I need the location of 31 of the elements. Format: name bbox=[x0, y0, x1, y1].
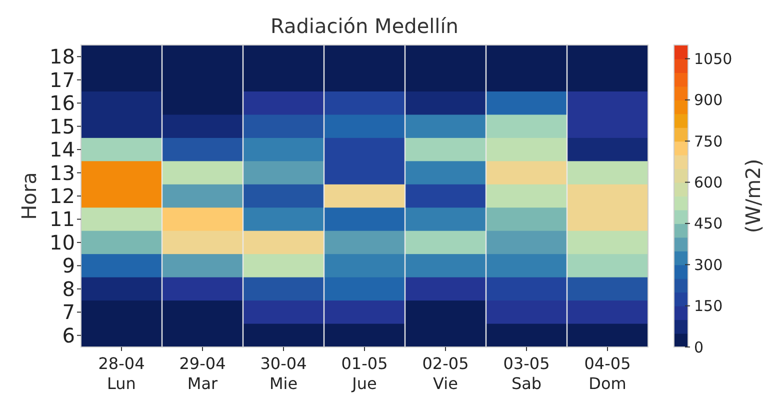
x-tick-label: 02-05 Vie bbox=[422, 354, 469, 393]
y-tick-label: 17 bbox=[50, 68, 75, 92]
x-tick-label: 01-05 Jue bbox=[341, 354, 388, 393]
y-tick-label: 11 bbox=[50, 207, 75, 232]
color-bar-label: 450 bbox=[694, 214, 723, 233]
chart-title: Radiación Medellín bbox=[270, 14, 458, 38]
color-bar-label: 750 bbox=[694, 132, 723, 150]
y-tick-label: 15 bbox=[50, 114, 75, 138]
y-tick-label: 10 bbox=[50, 230, 75, 254]
y-tick-label: 9 bbox=[62, 254, 75, 278]
y-axis-title: Hora bbox=[17, 172, 41, 220]
y-tick-label: 8 bbox=[62, 276, 75, 301]
color-bar-title: (W/m2) bbox=[741, 158, 765, 234]
x-tick-label: 29-04 Mar bbox=[179, 354, 226, 393]
y-tick-label: 7 bbox=[62, 300, 75, 324]
color-bar-label: 300 bbox=[694, 256, 723, 274]
color-bar-label: 150 bbox=[694, 297, 723, 316]
y-tick-label: 18 bbox=[50, 44, 75, 69]
color-bar-label: 600 bbox=[694, 174, 723, 192]
y-tick-label: 6 bbox=[62, 323, 75, 348]
color-bar-label: 1050 bbox=[694, 50, 732, 68]
x-tick-label: 28-04 Lun bbox=[98, 354, 145, 393]
y-tick-label: 13 bbox=[50, 160, 75, 185]
y-tick-label: 12 bbox=[50, 184, 75, 208]
x-tick-label: 03-05 Sab bbox=[503, 354, 550, 393]
x-tick-label: 04-05 Dom bbox=[584, 354, 631, 393]
color-bar-label: 900 bbox=[694, 91, 723, 110]
y-tick-label: 14 bbox=[50, 138, 75, 162]
x-tick-label: 30-04 Mie bbox=[260, 354, 307, 393]
color-bar-label: 0 bbox=[694, 338, 704, 356]
y-tick-label: 16 bbox=[50, 91, 75, 116]
